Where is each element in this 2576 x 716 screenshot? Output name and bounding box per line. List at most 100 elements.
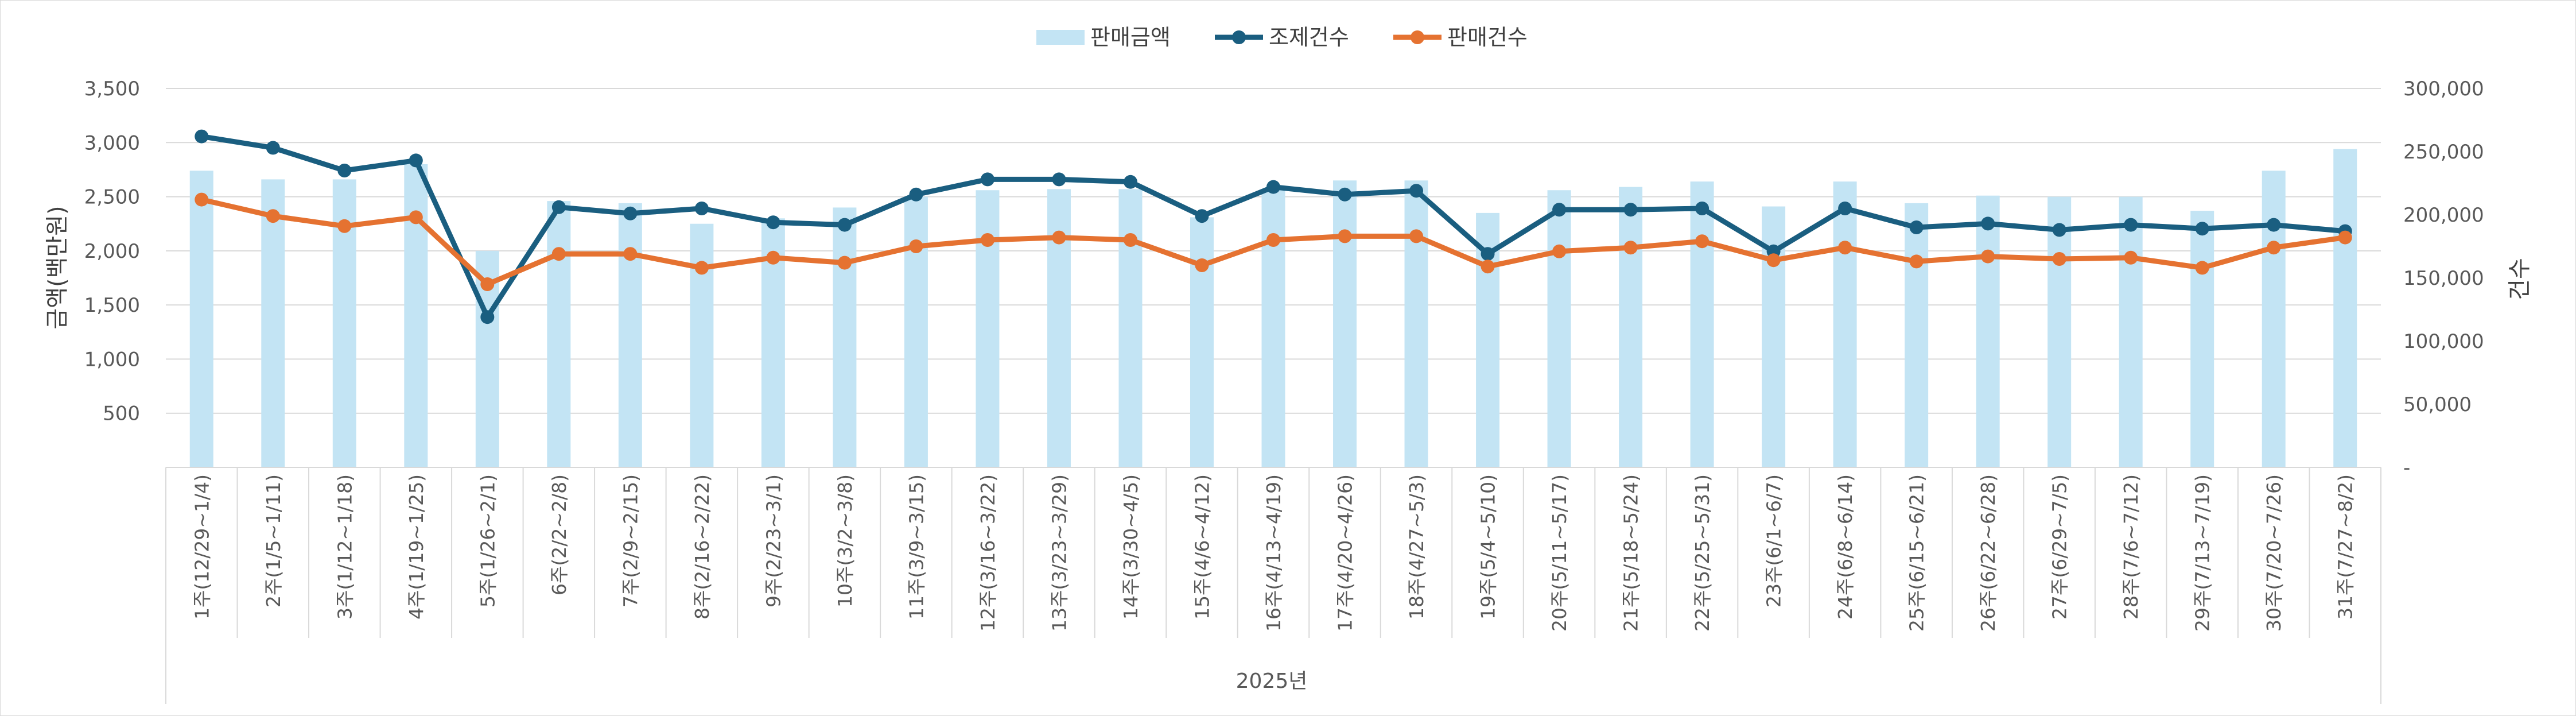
x-tick-label: 16주(4/13~4/19) [1262, 474, 1285, 632]
legend-label: 조제건수 [1269, 25, 1349, 50]
left-axis-title: 금액(백만원) [44, 206, 71, 329]
point-1-30 [2267, 218, 2281, 232]
point-2-7 [623, 247, 638, 261]
point-1-13 [1052, 172, 1066, 187]
bar-series [189, 149, 2357, 468]
bar-17 [1333, 180, 1357, 467]
x-tick-label: 2주(1/5~1/11) [262, 474, 285, 607]
bar-25 [1905, 203, 1929, 467]
point-1-28 [2124, 218, 2138, 232]
point-1-14 [1123, 175, 1137, 189]
point-1-10 [837, 218, 852, 232]
x-tick-label: 21주(5/18~5/24) [1620, 474, 1642, 632]
x-tick-label: 1주(12/29~1/4) [191, 474, 213, 620]
x-tick-label: 13주(3/23~3/29) [1048, 474, 1070, 632]
x-tick-label: 31주(7/27~8/2) [2334, 474, 2357, 620]
point-1-22 [1695, 202, 1709, 215]
point-2-11 [909, 239, 923, 253]
point-1-11 [909, 187, 923, 202]
point-1-1 [195, 129, 209, 144]
right-tick-label: 50,000 [2403, 393, 2472, 416]
point-2-30 [2267, 241, 2281, 255]
bar-8 [690, 223, 714, 467]
x-tick-label: 3주(1/12~1/18) [333, 474, 356, 620]
legend-swatch-marker [1232, 30, 1246, 44]
bar-26 [1976, 195, 2000, 467]
x-group-label: 2025년 [1236, 669, 1308, 693]
left-tick-label: 2,000 [84, 240, 140, 263]
point-2-13 [1052, 230, 1066, 245]
point-2-14 [1123, 233, 1137, 247]
left-tick-label: 1,000 [84, 348, 140, 371]
point-1-3 [337, 164, 352, 177]
x-tick-label: 10주(3/2~3/8) [834, 474, 856, 607]
bar-24 [1833, 181, 1857, 467]
legend: 판매금액 조제건수 판매건수 [1036, 25, 1528, 50]
point-1-29 [2195, 222, 2209, 236]
x-tick-label: 25주(6/15~6/21) [1906, 474, 1928, 632]
point-2-29 [2195, 261, 2209, 275]
point-1-9 [766, 215, 780, 230]
x-tick-label: 19주(5/4~5/10) [1477, 474, 1499, 620]
point-1-12 [980, 172, 994, 187]
point-2-10 [837, 256, 852, 270]
x-tick-label: 26주(6/22~6/28) [1977, 474, 1999, 632]
left-tick-label: 500 [103, 402, 140, 425]
point-2-2 [266, 209, 280, 223]
point-1-5 [480, 310, 495, 324]
point-2-24 [1838, 241, 1852, 255]
point-2-15 [1195, 258, 1209, 272]
point-2-3 [337, 219, 352, 233]
bar-14 [1118, 189, 1143, 467]
point-2-8 [694, 261, 709, 275]
point-1-17 [1338, 187, 1352, 202]
point-2-1 [195, 192, 209, 207]
point-2-16 [1266, 233, 1280, 247]
bar-1 [189, 171, 213, 467]
x-tick-label: 23주(6/1~6/7) [1763, 474, 1785, 607]
bar-30 [2262, 171, 2286, 467]
bar-22 [1690, 181, 1714, 467]
point-2-18 [1409, 229, 1424, 243]
line-series [195, 129, 2352, 324]
point-1-4 [409, 153, 423, 168]
bar-6 [547, 201, 571, 467]
x-tick-label: 7주(2/9~2/15) [619, 474, 642, 607]
bar-28 [2119, 196, 2143, 467]
x-tick-label: 30주(7/20~7/26) [2263, 474, 2285, 632]
x-tick-label: 6주(2/2~2/8) [548, 474, 570, 595]
x-tick-label: 9주(2/23~3/1) [762, 474, 784, 607]
point-2-17 [1338, 229, 1352, 243]
point-1-8 [694, 202, 709, 215]
x-tick-label: 24주(6/8~6/14) [1834, 474, 1856, 620]
point-1-6 [551, 200, 566, 214]
bar-2 [261, 179, 285, 467]
x-tick-label: 29주(7/13~7/19) [2192, 474, 2214, 632]
point-1-26 [1981, 216, 1995, 231]
point-1-16 [1266, 180, 1280, 194]
bar-15 [1190, 217, 1214, 467]
bar-31 [2333, 149, 2357, 468]
x-tick-label: 28주(7/6~7/12) [2120, 474, 2142, 620]
point-1-15 [1195, 209, 1209, 223]
right-tick-label: - [2403, 456, 2410, 479]
bar-18 [1404, 180, 1428, 467]
point-1-19 [1481, 247, 1495, 261]
point-2-6 [551, 247, 566, 261]
bar-7 [618, 203, 642, 467]
bar-4 [404, 164, 428, 467]
bar-12 [976, 190, 1000, 467]
legend-label: 판매건수 [1447, 25, 1528, 50]
point-2-27 [2052, 252, 2066, 266]
point-1-20 [1552, 203, 1567, 217]
bar-21 [1619, 187, 1643, 467]
bar-29 [2190, 211, 2214, 467]
point-2-25 [1909, 254, 1924, 269]
point-2-21 [1623, 241, 1638, 255]
right-tick-label: 100,000 [2403, 330, 2484, 353]
point-2-19 [1481, 260, 1495, 274]
legend-swatch-bar [1036, 30, 1085, 45]
x-tick-label: 4주(1/19~1/25) [405, 474, 428, 620]
x-tick-label: 27주(6/29~7/5) [2049, 474, 2071, 620]
